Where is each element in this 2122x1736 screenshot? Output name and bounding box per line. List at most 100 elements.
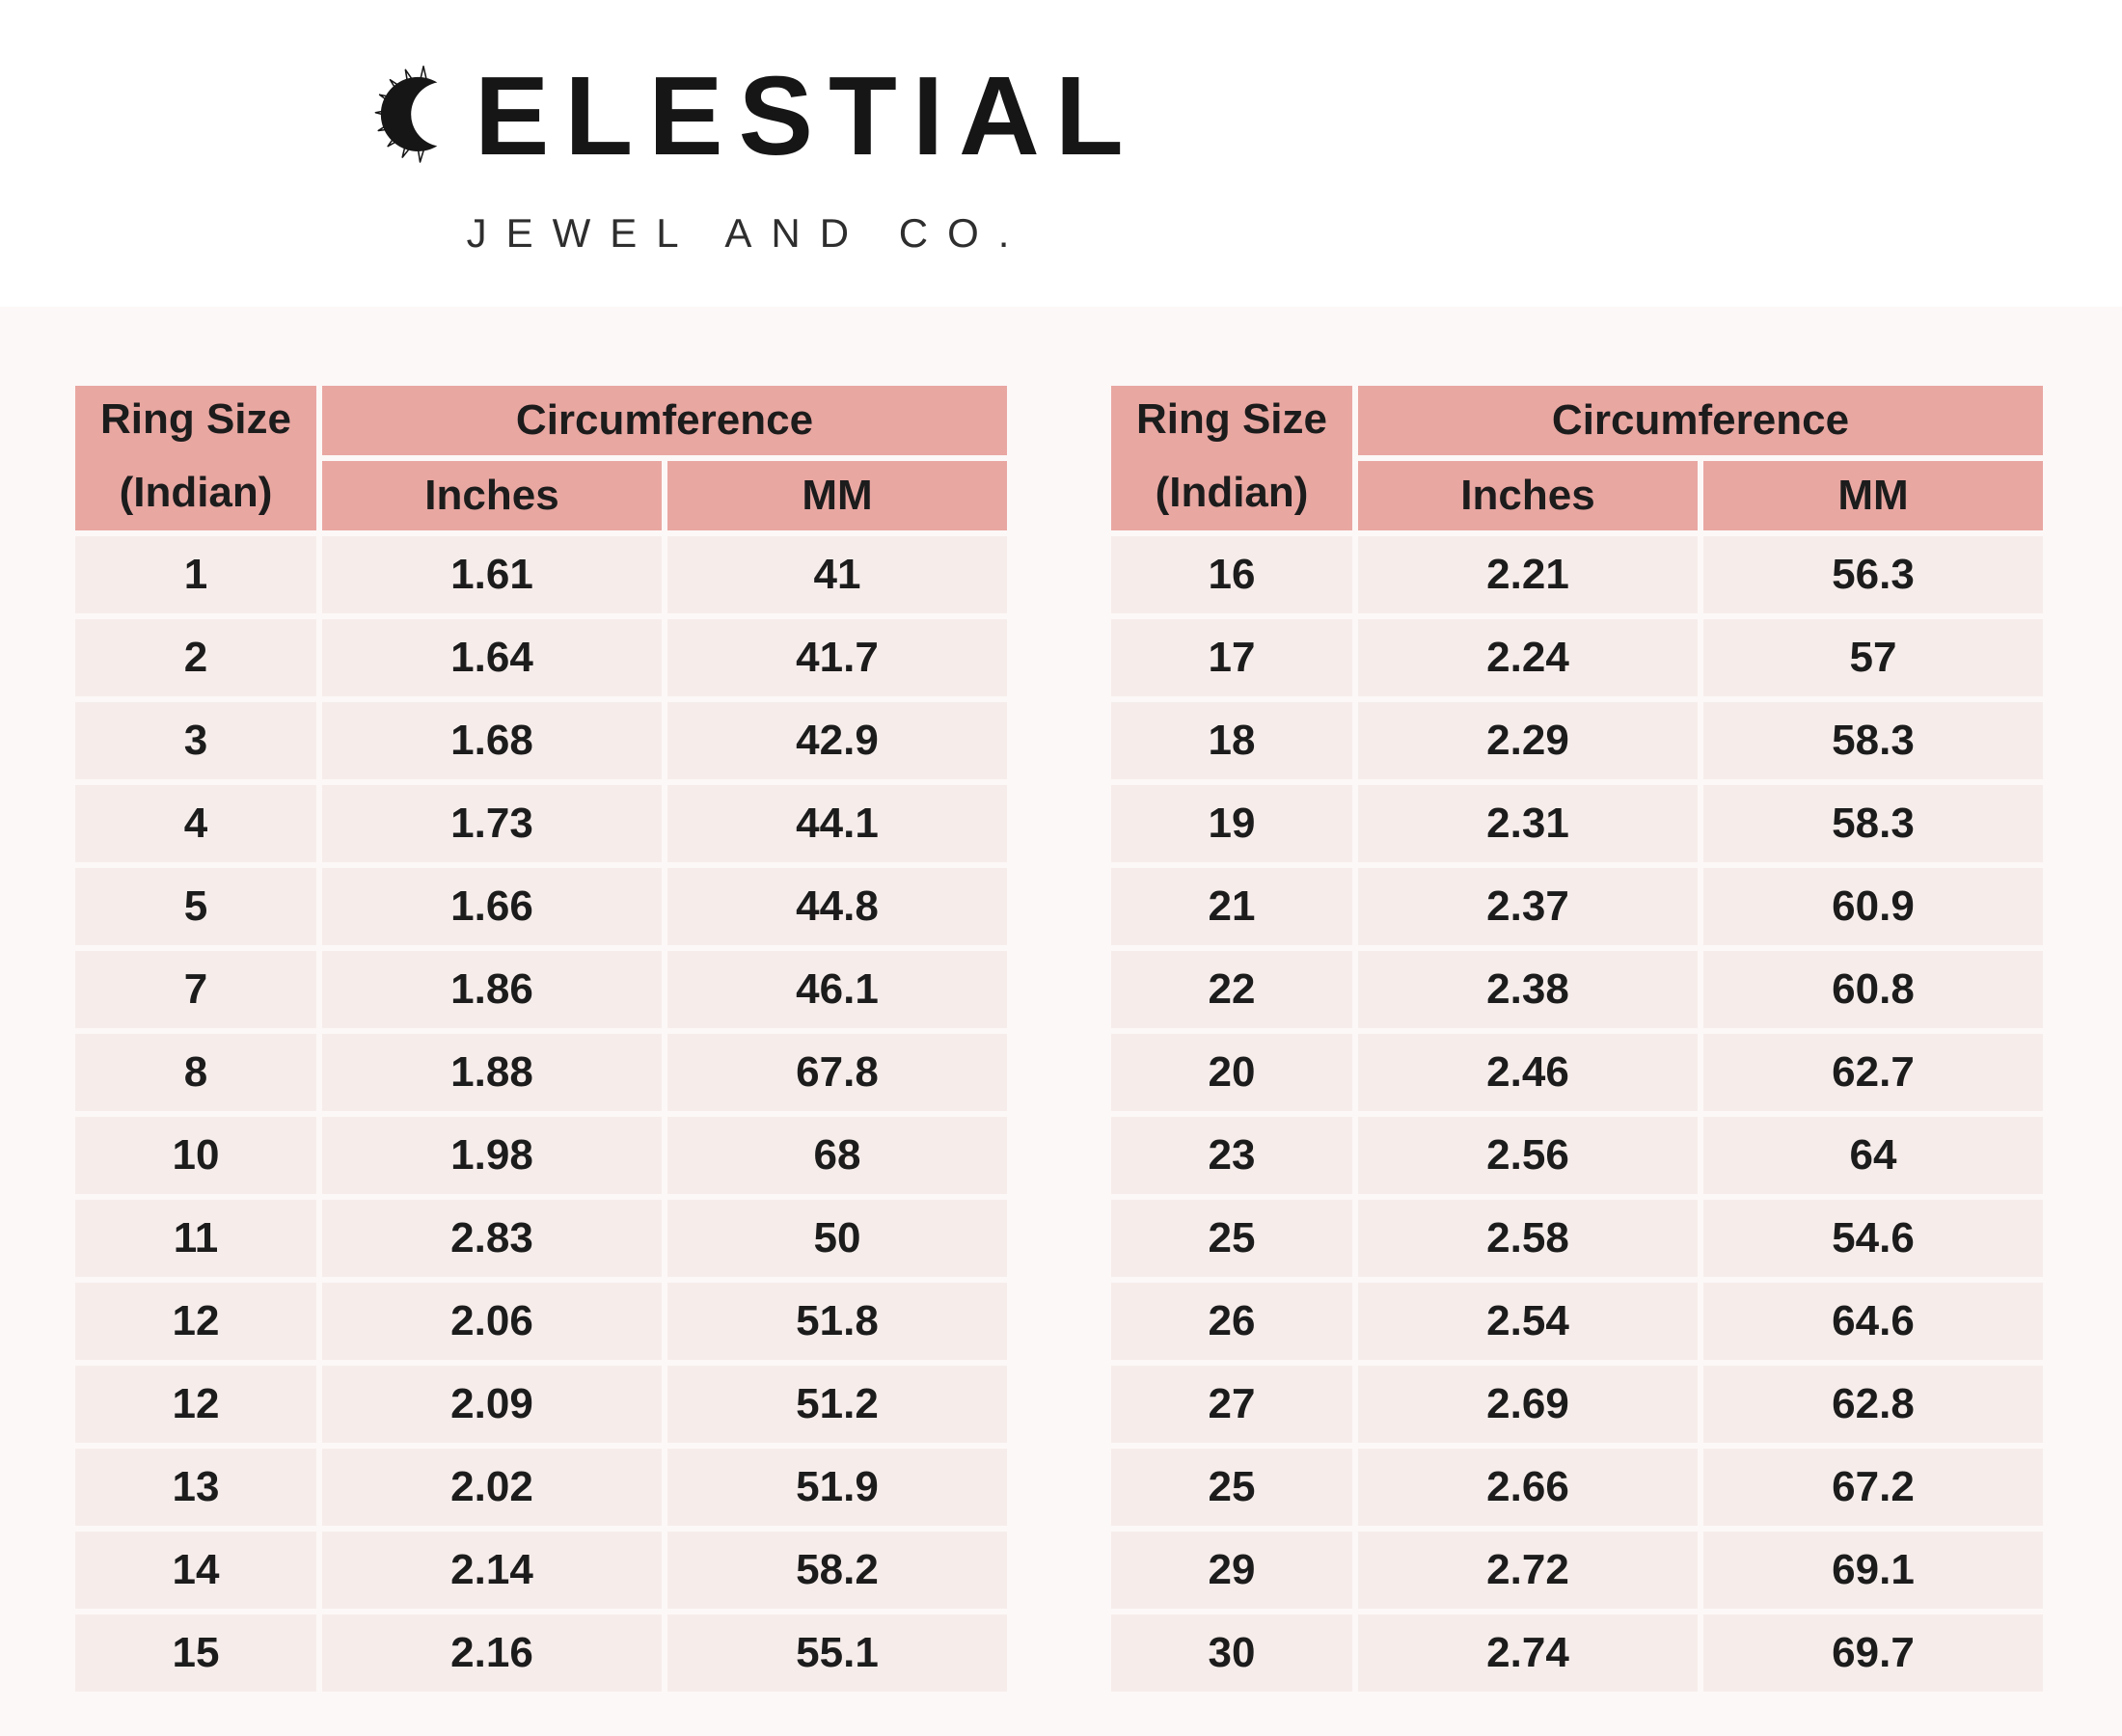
table-cell: 2.29: [1358, 702, 1698, 779]
table-cell: 44.8: [667, 868, 1007, 945]
table-row: 16 2.21 56.3: [1111, 536, 2043, 613]
table-row: 4 1.73 44.1: [75, 785, 1007, 862]
table-cell: 69.7: [1703, 1614, 2043, 1692]
table-row: 20 2.46 62.7: [1111, 1034, 2043, 1111]
brand-tagline: JEWEL AND CO.: [466, 210, 1029, 256]
table-cell: 12: [75, 1283, 316, 1360]
table-cell: 62.8: [1703, 1366, 2043, 1443]
table-cell: 41.7: [667, 619, 1007, 696]
table-cell: 57: [1703, 619, 2043, 696]
table-cell: 68: [667, 1117, 1007, 1194]
table-cell: 2.38: [1358, 951, 1698, 1028]
table-cell: 27: [1111, 1366, 1352, 1443]
size-table-left: Ring Size (Indian) Circumference Inches …: [69, 380, 1013, 1697]
table-cell: 1.61: [322, 536, 662, 613]
header-inches: Inches: [322, 461, 662, 530]
table-cell: 56.3: [1703, 536, 2043, 613]
table-cell: 2.46: [1358, 1034, 1698, 1111]
table-cell: 29: [1111, 1532, 1352, 1609]
table-cell: 16: [1111, 536, 1352, 613]
table-cell: 54.6: [1703, 1200, 2043, 1277]
table-cell: 2.83: [322, 1200, 662, 1277]
table-row: 30 2.74 69.7: [1111, 1614, 2043, 1692]
size-table-right: Ring Size (Indian) Circumference Inches …: [1105, 380, 2049, 1697]
table-cell: 2.74: [1358, 1614, 1698, 1692]
table-cell: 1.66: [322, 868, 662, 945]
table-row: 27 2.69 62.8: [1111, 1366, 2043, 1443]
table-cell: 13: [75, 1449, 316, 1526]
table-cell: 67.2: [1703, 1449, 2043, 1526]
table-cell: 14: [75, 1532, 316, 1609]
table-cell: 2: [75, 619, 316, 696]
table-cell: 2.58: [1358, 1200, 1698, 1277]
table-cell: 2.02: [322, 1449, 662, 1526]
table-cell: 44.1: [667, 785, 1007, 862]
table-cell: 8: [75, 1034, 316, 1111]
header-circumference: Circumference: [322, 386, 1007, 455]
table-cell: 60.8: [1703, 951, 2043, 1028]
table-row: 15 2.16 55.1: [75, 1614, 1007, 1692]
table-header: Ring Size (Indian) Circumference Inches …: [1111, 386, 2043, 530]
table-cell: 51.8: [667, 1283, 1007, 1360]
header-ring-size-line2: (Indian): [119, 469, 273, 516]
brand-header: ELESTIAL JEWEL AND CO.: [367, 35, 1138, 257]
ring-size-table-left: Ring Size (Indian) Circumference Inches …: [69, 380, 1013, 1697]
table-cell: 2.16: [322, 1614, 662, 1692]
table-cell: 55.1: [667, 1614, 1007, 1692]
table-cell: 3: [75, 702, 316, 779]
table-cell: 50: [667, 1200, 1007, 1277]
table-cell: 1.68: [322, 702, 662, 779]
table-row: 18 2.29 58.3: [1111, 702, 2043, 779]
table-cell: 20: [1111, 1034, 1352, 1111]
table-cell: 2.72: [1358, 1532, 1698, 1609]
table-row: 12 2.06 51.8: [75, 1283, 1007, 1360]
table-cell: 58.3: [1703, 702, 2043, 779]
table-row: 14 2.14 58.2: [75, 1532, 1007, 1609]
table-cell: 42.9: [667, 702, 1007, 779]
table-row: 11 2.83 50: [75, 1200, 1007, 1277]
table-cell: 25: [1111, 1449, 1352, 1526]
table-cell: 1.98: [322, 1117, 662, 1194]
table-cell: 51.2: [667, 1366, 1007, 1443]
table-header: Ring Size (Indian) Circumference Inches …: [75, 386, 1007, 530]
table-row: 17 2.24 57: [1111, 619, 2043, 696]
table-cell: 2.14: [322, 1532, 662, 1609]
table-cell: 2.69: [1358, 1366, 1698, 1443]
table-cell: 64: [1703, 1117, 2043, 1194]
table-cell: 1.88: [322, 1034, 662, 1111]
table-cell: 4: [75, 785, 316, 862]
table-cell: 2.31: [1358, 785, 1698, 862]
table-cell: 51.9: [667, 1449, 1007, 1526]
ring-size-table-right: Ring Size (Indian) Circumference Inches …: [1105, 380, 2049, 1697]
table-cell: 41: [667, 536, 1007, 613]
header-inches: Inches: [1358, 461, 1698, 530]
table-cell: 2.24: [1358, 619, 1698, 696]
table-cell: 23: [1111, 1117, 1352, 1194]
table-cell: 2.56: [1358, 1117, 1698, 1194]
table-row: 13 2.02 51.9: [75, 1449, 1007, 1526]
table-cell: 58.2: [667, 1532, 1007, 1609]
table-body-left: 1 1.61 41 2 1.64 41.7 3 1.68 42.9 4 1.73 44.1 5 1.66 4…: [75, 536, 1007, 1692]
table-cell: 58.3: [1703, 785, 2043, 862]
table-cell: 62.7: [1703, 1034, 2043, 1111]
table-cell: 1.73: [322, 785, 662, 862]
header-ring-size-line1: Ring Size: [1135, 395, 1328, 443]
table-cell: 21: [1111, 868, 1352, 945]
table-row: 7 1.86 46.1: [75, 951, 1007, 1028]
table-cell: 2.21: [1358, 536, 1698, 613]
header-ring-size-line1: Ring Size: [99, 395, 292, 443]
brand-name: ELESTIAL: [475, 53, 1139, 178]
header-ring-size-line2: (Indian): [1155, 469, 1309, 516]
table-row: 3 1.68 42.9: [75, 702, 1007, 779]
table-row: 25 2.66 67.2: [1111, 1449, 2043, 1526]
table-row: 2 1.64 41.7: [75, 619, 1007, 696]
table-row: 22 2.38 60.8: [1111, 951, 2043, 1028]
table-row: 29 2.72 69.1: [1111, 1532, 2043, 1609]
header-mm: MM: [1703, 461, 2043, 530]
table-row: 12 2.09 51.2: [75, 1366, 1007, 1443]
table-cell: 5: [75, 868, 316, 945]
table-row: 10 1.98 68: [75, 1117, 1007, 1194]
table-cell: 2.54: [1358, 1283, 1698, 1360]
table-cell: 12: [75, 1366, 316, 1443]
table-cell: 7: [75, 951, 316, 1028]
